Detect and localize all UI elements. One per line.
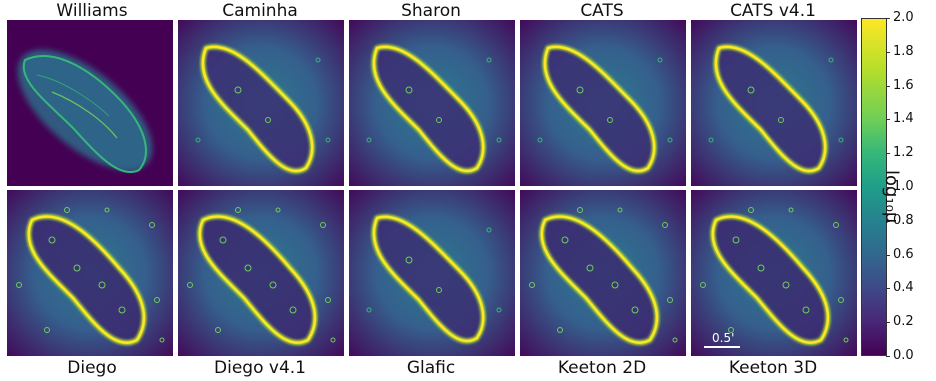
panel-title-cats-v41: CATS v4.1 bbox=[730, 1, 816, 21]
panel-title-keeton-2d: Keeton 2D bbox=[557, 358, 647, 378]
colorbar-tick-mark bbox=[886, 153, 890, 155]
colorbar-tick-label: 0.6 bbox=[893, 246, 914, 262]
colorbar-tick-label: 0.4 bbox=[893, 280, 914, 296]
map-panel-sharon bbox=[349, 20, 515, 186]
map-panel-cats bbox=[520, 20, 686, 186]
map-panel-diego bbox=[7, 190, 173, 356]
colorbar-tick-label: 2.0 bbox=[893, 10, 914, 25]
colorbar bbox=[861, 18, 887, 356]
panel-title-sharon: Sharon bbox=[401, 1, 461, 21]
colorbar-tick-mark bbox=[886, 254, 890, 256]
colorbar-tick-mark bbox=[886, 288, 890, 290]
colorbar-tick-mark bbox=[886, 119, 890, 121]
colorbar-label: log₁₀μ bbox=[881, 170, 902, 224]
colorbar-tick-label: 0.0 bbox=[893, 348, 914, 363]
panel-title-diego: Diego bbox=[67, 358, 117, 378]
colorbar-tick-label: 1.0 bbox=[893, 179, 914, 194]
colorbar-tick-label: 1.6 bbox=[893, 77, 914, 93]
colorbar-tick-label: 1.2 bbox=[893, 145, 914, 161]
map-panel-keeton-2d bbox=[520, 190, 686, 356]
colorbar-tick-mark bbox=[886, 322, 890, 324]
scale-bar bbox=[704, 346, 740, 348]
colorbar-tick-mark bbox=[886, 187, 890, 188]
colorbar-tick-label: 1.8 bbox=[893, 43, 914, 59]
panel-title-keeton-3d: Keeton 3D bbox=[728, 358, 818, 378]
map-panel-diego-v41 bbox=[178, 190, 344, 356]
colorbar-tick-label: 1.4 bbox=[893, 111, 914, 127]
panel-title-diego-v41: Diego v4.1 bbox=[214, 358, 306, 378]
colorbar-tick-mark bbox=[886, 18, 890, 19]
map-panel-glafic bbox=[349, 190, 515, 356]
map-panel-cats-v41 bbox=[691, 20, 857, 186]
map-panel-caminha bbox=[178, 20, 344, 186]
panel-title-williams: Williams bbox=[56, 1, 128, 21]
panel-title-cats: CATS bbox=[580, 1, 624, 21]
colorbar-tick-mark bbox=[886, 220, 890, 222]
panel-title-caminha: Caminha bbox=[222, 1, 298, 21]
scale-bar-label: 0.5' bbox=[712, 331, 735, 345]
colorbar-tick-label: 0.2 bbox=[893, 314, 914, 330]
colorbar-tick-mark bbox=[886, 51, 890, 53]
colorbar-tick-mark bbox=[886, 85, 890, 87]
colorbar-tick-mark bbox=[886, 356, 890, 357]
panel-title-glafic: Glafic bbox=[406, 358, 456, 378]
colorbar-tick-label: 0.8 bbox=[893, 212, 914, 228]
map-panel-williams bbox=[7, 20, 173, 186]
